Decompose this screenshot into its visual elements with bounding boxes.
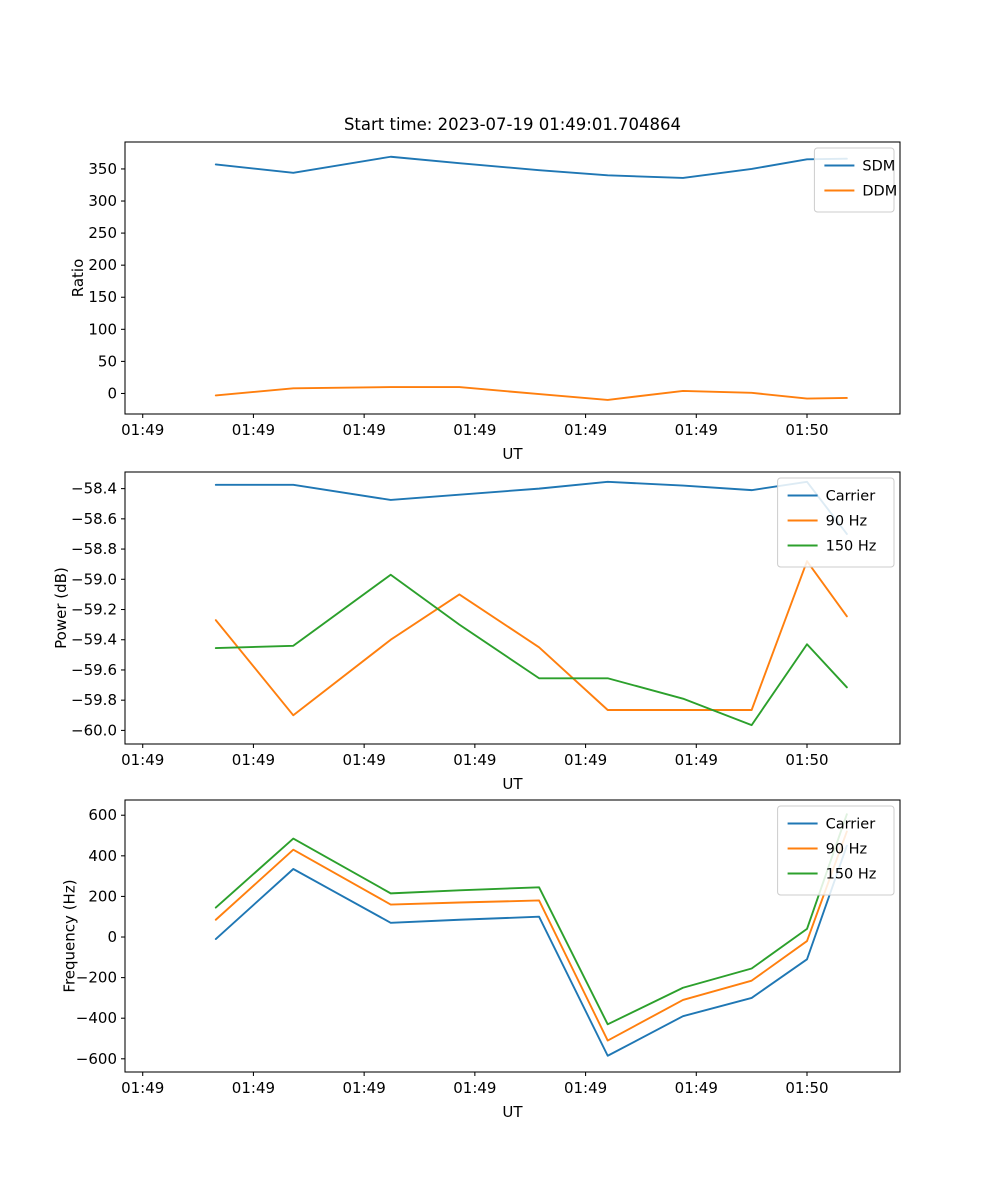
xtick-label: 01:49	[232, 421, 275, 439]
ytick-label: −59.0	[71, 570, 117, 588]
power-axes-legend: Carrier 90 Hz 150 Hz	[777, 477, 895, 568]
xtick-label: 01:49	[121, 1079, 164, 1097]
legend-label-90-hz: 90 Hz	[826, 842, 868, 858]
xtick-label: 01:49	[453, 421, 496, 439]
ytick-label: −58.6	[71, 510, 117, 528]
xtick-label: 01:49	[564, 751, 607, 769]
ytick-label: −59.2	[71, 601, 117, 619]
power-axes: 01:49 01:49 01:49 01:49 01:49 01:49 01:50 −58.4…	[52, 471, 901, 793]
ytick-label: 200	[88, 887, 117, 905]
ratio-axes: 01:49 01:49 01:49 01:49 01:49 01:49 01:50 0 50 10…	[69, 141, 901, 463]
xtick-label: 01:49	[564, 421, 607, 439]
ytick-label: 0	[107, 928, 117, 946]
frequency-axes: 01:49 01:49 01:49 01:49 01:49 01:49 01:50 −600 −…	[61, 799, 901, 1121]
series-line-ddm	[214, 386, 848, 401]
legend-box	[813, 147, 895, 213]
xtick-label: 01:49	[232, 751, 275, 769]
xtick-label: 01:49	[453, 1079, 496, 1097]
ytick-label: 200	[88, 256, 117, 274]
xtick-label: 01:50	[785, 751, 828, 769]
ytick-label: 100	[88, 320, 117, 338]
xtick-label: 01:50	[785, 421, 828, 439]
ytick-label: −400	[76, 1009, 117, 1027]
series-line-carrier	[214, 844, 848, 1057]
legend-label-sdm: SDM	[862, 159, 895, 175]
ytick-label: 50	[98, 352, 117, 370]
ratio-axes-legend: SDM DDM	[813, 147, 897, 213]
legend-label-150-hz: 150 Hz	[826, 867, 877, 883]
axes-group: 01:49 01:49 01:49 01:49 01:49 01:49 01:50 0 50 10…	[52, 141, 901, 1121]
ytick-label: −59.6	[71, 661, 117, 679]
xtick-label: 01:49	[564, 1079, 607, 1097]
x-axis-label: UT	[502, 445, 523, 463]
figure-title: Start time: 2023-07-19 01:49:01.704864	[344, 115, 681, 134]
xtick-label: 01:49	[675, 1079, 718, 1097]
ytick-label: −59.8	[71, 691, 117, 709]
xtick-label: 01:49	[675, 751, 718, 769]
ytick-label: 150	[88, 288, 117, 306]
ytick-label: 250	[88, 224, 117, 242]
ytick-label: 600	[88, 806, 117, 824]
y-axis-label: Power (dB)	[52, 567, 70, 649]
x-axis-label: UT	[502, 775, 523, 793]
y-axis-label: Frequency (Hz)	[61, 879, 79, 992]
xtick-label: 01:49	[343, 751, 386, 769]
legend-label-90-hz: 90 Hz	[826, 514, 868, 530]
frequency-axes-lines	[214, 813, 848, 1057]
series-line-150-hz	[214, 573, 848, 727]
xtick-label: 01:49	[121, 421, 164, 439]
legend-label-150-hz: 150 Hz	[826, 539, 877, 555]
ytick-label: −58.4	[71, 480, 117, 498]
ytick-label: 0	[107, 384, 117, 402]
xtick-label: 01:49	[675, 421, 718, 439]
ytick-label: 400	[88, 847, 117, 865]
xtick-label: 01:49	[121, 751, 164, 769]
xtick-label: 01:49	[343, 1079, 386, 1097]
ratio-axes-frame	[124, 141, 901, 415]
power-axes-frame	[124, 471, 901, 745]
frequency-axes-frame	[124, 799, 901, 1073]
series-line-sdm	[214, 155, 848, 179]
frequency-axes-legend: Carrier 90 Hz 150 Hz	[777, 805, 895, 896]
legend-label-ddm: DDM	[862, 184, 897, 200]
ytick-label: −58.8	[71, 540, 117, 558]
y-axis-label: Ratio	[69, 259, 87, 298]
xtick-label: 01:49	[343, 421, 386, 439]
series-line-90-hz	[214, 830, 848, 1042]
ytick-label: 350	[88, 160, 117, 178]
x-axis-label: UT	[502, 1103, 523, 1121]
xtick-label: 01:49	[232, 1079, 275, 1097]
xtick-label: 01:49	[453, 751, 496, 769]
ytick-label: −60.0	[71, 721, 117, 739]
ytick-label: −59.4	[71, 631, 117, 649]
ratio-axes-lines	[214, 155, 848, 401]
series-line-150-hz	[214, 813, 848, 1026]
ytick-label: −200	[76, 969, 117, 987]
xtick-label: 01:50	[785, 1079, 828, 1097]
legend-label-carrier: Carrier	[826, 817, 876, 833]
ytick-label: −600	[76, 1050, 117, 1068]
legend-label-carrier: Carrier	[826, 489, 876, 505]
ytick-label: 300	[88, 192, 117, 210]
